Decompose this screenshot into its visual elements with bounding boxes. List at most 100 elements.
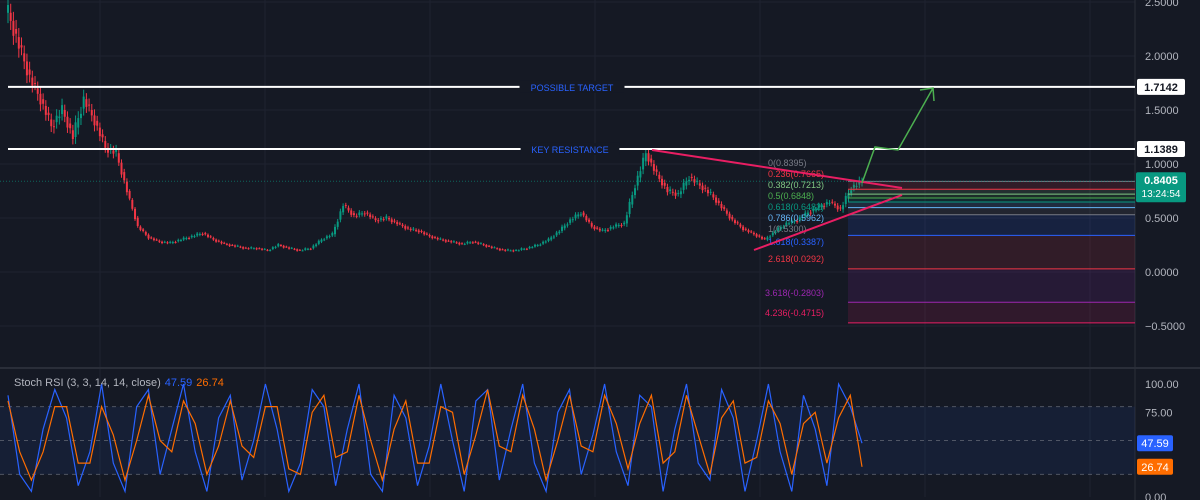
candle-body bbox=[344, 205, 347, 207]
candle-body bbox=[52, 126, 55, 128]
candle-body bbox=[239, 246, 242, 248]
candle-body bbox=[731, 216, 734, 220]
candle-body bbox=[444, 240, 447, 242]
candle-body bbox=[793, 220, 796, 222]
candle-body bbox=[569, 219, 572, 223]
candle-body bbox=[761, 236, 764, 239]
candle-body bbox=[566, 224, 569, 226]
candle-body bbox=[555, 232, 558, 236]
candle-body bbox=[15, 29, 18, 34]
candle-body bbox=[666, 186, 669, 193]
candle-body bbox=[166, 242, 169, 244]
candle-body bbox=[593, 226, 596, 229]
fib-zone bbox=[848, 201, 1135, 208]
level-price-badge bbox=[1137, 78, 1185, 95]
candle-body bbox=[504, 249, 507, 251]
candle-body bbox=[169, 241, 172, 243]
candle-body bbox=[647, 153, 650, 162]
candle-body bbox=[485, 245, 488, 247]
candle-body bbox=[623, 222, 626, 225]
candle-body bbox=[120, 162, 123, 175]
fib-zone bbox=[848, 194, 1135, 199]
candle-body bbox=[771, 232, 774, 236]
candle-body bbox=[217, 240, 220, 242]
candle-body bbox=[742, 226, 745, 231]
candle-body bbox=[215, 239, 218, 242]
candle-body bbox=[725, 210, 728, 214]
candle-body bbox=[825, 202, 828, 205]
candle-body bbox=[255, 248, 258, 250]
candle-body bbox=[158, 240, 161, 242]
candle-body bbox=[658, 174, 661, 179]
candle-body bbox=[542, 241, 545, 244]
candle-body bbox=[282, 245, 285, 248]
candle-body bbox=[47, 112, 50, 116]
candle-body bbox=[815, 209, 818, 211]
candle-body bbox=[696, 180, 699, 182]
candle-body bbox=[58, 116, 61, 119]
candle-body bbox=[709, 191, 712, 193]
candle-body bbox=[212, 237, 215, 240]
price-tick-label: −0.5000 bbox=[1145, 321, 1185, 333]
candle-body bbox=[434, 237, 436, 239]
candle-body bbox=[339, 211, 342, 220]
candle-body bbox=[242, 247, 245, 249]
candle-body bbox=[693, 179, 696, 183]
candle-body bbox=[293, 248, 296, 250]
candle-body bbox=[323, 239, 326, 241]
candle-body bbox=[93, 115, 96, 126]
candle-body bbox=[547, 238, 550, 241]
fib-level-label: 0.382(0.7213) bbox=[768, 180, 824, 190]
candle-body bbox=[836, 205, 839, 210]
candle-body bbox=[450, 241, 453, 243]
candle-body bbox=[25, 61, 28, 76]
candle-body bbox=[98, 127, 101, 137]
candle-body bbox=[396, 222, 399, 225]
candle-body bbox=[104, 141, 107, 148]
stoch-tick-label: 100.00 bbox=[1145, 379, 1179, 391]
price-tick-label: 1.0000 bbox=[1145, 159, 1179, 171]
candle-body bbox=[477, 242, 480, 244]
fib-zone bbox=[848, 198, 1135, 202]
candle-body bbox=[179, 240, 182, 242]
candle-body bbox=[520, 248, 523, 250]
candle-body bbox=[236, 245, 239, 247]
candle-body bbox=[388, 218, 391, 220]
candle-body bbox=[598, 228, 601, 231]
candle-body bbox=[290, 247, 293, 249]
projection-path bbox=[861, 87, 934, 184]
candle-body bbox=[244, 247, 247, 249]
candle-body bbox=[723, 207, 726, 209]
candle-body bbox=[596, 227, 599, 229]
candle-body bbox=[69, 123, 72, 129]
candle-body bbox=[779, 227, 782, 230]
last-price-value: 0.8405 bbox=[1144, 175, 1178, 187]
candle-body bbox=[588, 219, 591, 222]
price-tick-label: 1.5000 bbox=[1145, 105, 1179, 117]
candle-body bbox=[855, 185, 858, 187]
candle-body bbox=[585, 216, 588, 221]
candle-body bbox=[77, 118, 80, 128]
candle-body bbox=[844, 196, 847, 204]
candle-body bbox=[274, 246, 277, 248]
candle-body bbox=[136, 217, 139, 226]
candle-body bbox=[766, 237, 769, 240]
candle-body bbox=[452, 241, 455, 243]
candle-body bbox=[579, 214, 582, 216]
candle-body bbox=[42, 99, 45, 104]
candle-body bbox=[512, 250, 515, 252]
candle-body bbox=[655, 169, 658, 172]
candle-body bbox=[63, 110, 66, 117]
level-label: POSSIBLE TARGET bbox=[531, 83, 614, 93]
candle-body bbox=[469, 242, 472, 244]
candle-body bbox=[715, 197, 718, 203]
candle-body bbox=[558, 231, 561, 234]
candle-body bbox=[171, 242, 174, 244]
candle-body bbox=[361, 213, 364, 215]
candle-body bbox=[639, 171, 642, 178]
candle-body bbox=[788, 223, 791, 225]
candle-body bbox=[479, 243, 482, 245]
candle-body bbox=[220, 241, 223, 244]
candle-body bbox=[577, 214, 580, 217]
